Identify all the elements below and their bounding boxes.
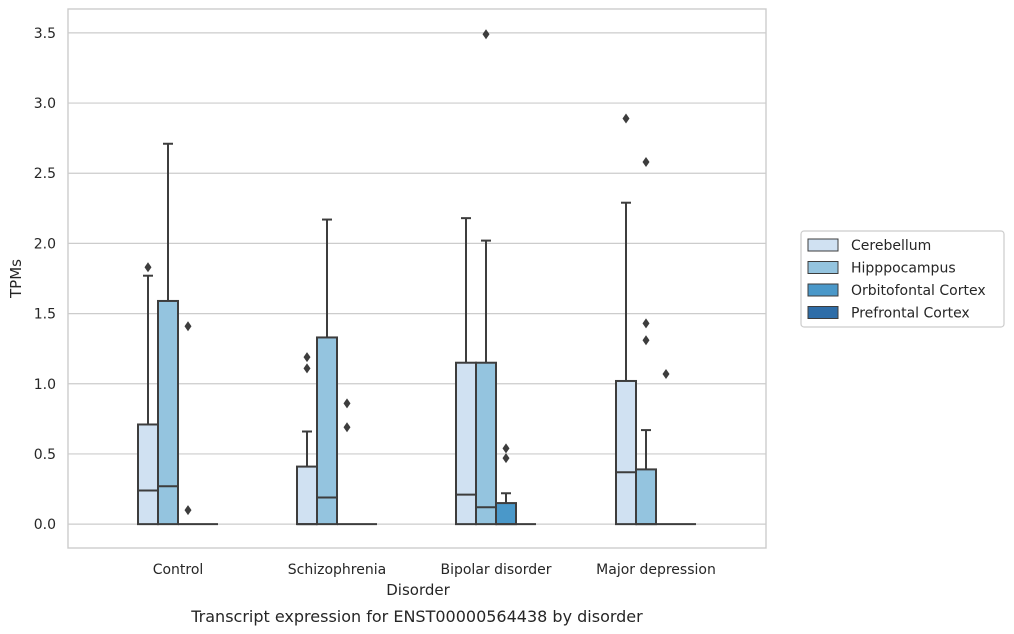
- y-tick-label: 2.5: [34, 166, 56, 182]
- outlier-point: [642, 156, 650, 167]
- legend-swatch: [807, 238, 839, 252]
- outlier-point: [303, 363, 311, 374]
- outlier-point: [144, 262, 152, 273]
- y-tick-label: 3.0: [34, 96, 56, 112]
- x-tick-label: Major depression: [596, 562, 716, 578]
- outlier-point: [502, 443, 510, 454]
- x-tick-label: Schizophrenia: [288, 562, 386, 578]
- legend-swatch: [807, 283, 839, 297]
- outlier-point: [184, 321, 192, 332]
- y-tick-label: 0.5: [34, 447, 56, 463]
- outlier-point: [343, 422, 351, 433]
- outlier-point: [642, 335, 650, 346]
- legend-swatch: [807, 261, 839, 274]
- y-tick-label: 1.0: [34, 377, 56, 393]
- outlier-point: [343, 398, 351, 409]
- outlier-point: [482, 29, 490, 40]
- y-tick-label: 3.5: [34, 26, 56, 42]
- legend-label: Orbitofontal Cortex: [851, 283, 986, 299]
- legend-label: Cerebellum: [851, 238, 931, 254]
- x-axis-label: Disorder: [386, 581, 450, 599]
- legend-swatch: [807, 306, 839, 319]
- chart-caption: Transcript expression for ENST0000056443…: [190, 607, 643, 626]
- legend-label: Prefrontal Cortex: [851, 306, 970, 322]
- box: [137, 423, 159, 526]
- y-tick-label: 2.0: [34, 236, 56, 252]
- y-tick-label: 1.5: [34, 307, 56, 323]
- x-tick-label: Control: [153, 562, 204, 578]
- box: [635, 468, 657, 526]
- y-tick-label: 0.0: [34, 517, 56, 533]
- box: [495, 502, 517, 526]
- outlier-point: [303, 352, 311, 363]
- box: [475, 361, 497, 526]
- outlier-point: [184, 505, 192, 516]
- box: [296, 465, 318, 526]
- box: [615, 379, 637, 526]
- legend-frame: [800, 230, 1005, 328]
- outlier-point: [642, 318, 650, 329]
- box: [455, 361, 477, 526]
- box: [316, 336, 338, 526]
- plot-frame: [67, 8, 767, 549]
- outlier-point: [622, 113, 630, 124]
- y-axis-label: TPMs: [7, 259, 25, 299]
- outlier-point: [502, 453, 510, 464]
- outlier-point: [662, 368, 670, 379]
- box: [157, 299, 179, 526]
- legend-label: Hipppocampus: [851, 261, 956, 277]
- x-tick-label: Bipolar disorder: [440, 562, 551, 578]
